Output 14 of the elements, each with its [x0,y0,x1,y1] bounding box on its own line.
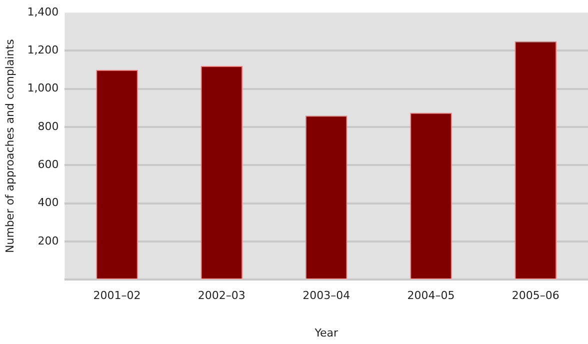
x-axis-title: Year [314,326,338,340]
y-tick-label: 600 [38,158,59,172]
y-tick-label: 200 [38,234,59,248]
x-tick-label: 2003–04 [302,289,350,302]
x-tick-label: 2001–02 [93,289,141,302]
y-tick-label: 1,200 [27,44,59,57]
y-tick-label: 800 [38,120,59,133]
x-tick-label: 2005–06 [512,289,560,302]
y-tick-label: 400 [38,196,59,210]
y-tick-label: 1,000 [27,82,59,95]
x-tick-label: 2002–03 [198,289,246,302]
y-axis-title: Number of approaches and complaints [3,38,16,253]
y-tick-label: 1,400 [27,5,59,18]
x-tick-label: 2004–05 [407,289,455,302]
